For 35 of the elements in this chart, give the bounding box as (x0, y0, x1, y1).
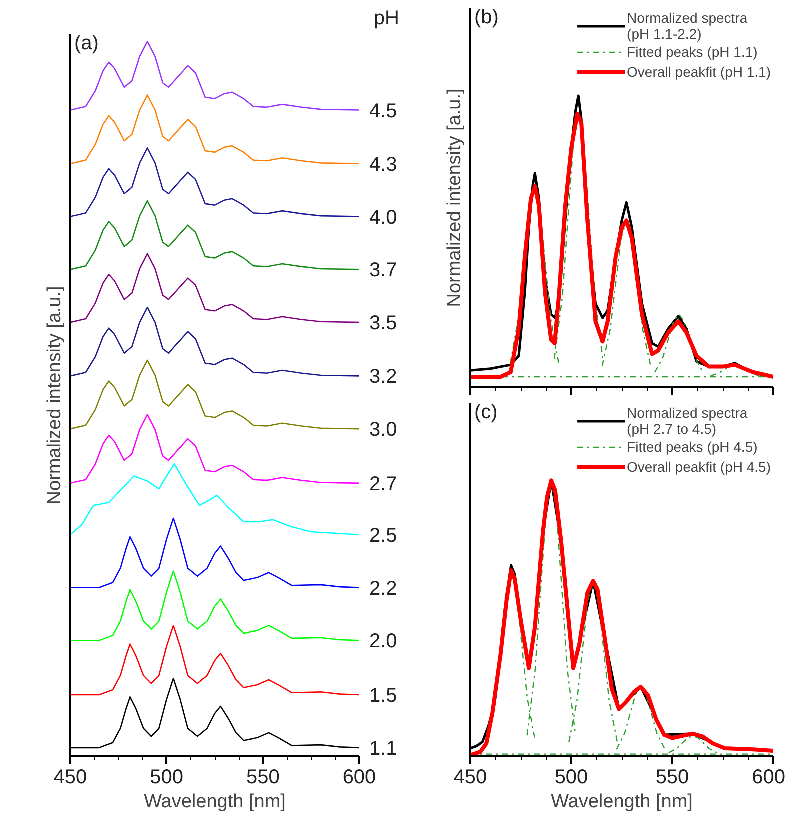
series-label: 1.1 (370, 738, 398, 760)
legend-label: Overall peakfit (pH 4.5) (627, 459, 771, 475)
legend-label: Normalized spectra (pH 2.7 to 4.5) (627, 405, 748, 437)
series-label: 2.0 (370, 630, 398, 653)
legend-label: Fitted peaks (pH 4.5) (627, 439, 758, 455)
series-label: 4.5 (370, 100, 398, 122)
chart-title: (c) (474, 402, 498, 424)
series-label: 3.0 (370, 419, 398, 442)
legend-label: Fitted peaks (pH 1.1) (627, 44, 758, 60)
chart-title: (b) (474, 6, 499, 28)
series-label: 3.5 (370, 312, 398, 335)
x-tick-label: 500 (554, 766, 588, 788)
x-tick-label: 450 (54, 766, 88, 788)
series-label: 4.3 (370, 154, 398, 176)
legend-label: Normalized spectra (pH 1.1-2.2) (627, 10, 748, 42)
y-axis-title: Normalized intensity [a.u.] (44, 286, 66, 505)
y-axis-title: Normalized intensity [a.u.] (444, 88, 466, 308)
x-tick-label: 600 (752, 766, 786, 788)
x-tick-label: 600 (342, 766, 376, 788)
series-label: 3.7 (370, 260, 398, 282)
x-tick-label: 450 (454, 766, 488, 788)
x-tick-label: 550 (656, 766, 690, 788)
x-axis-title: Wavelength [nm] (144, 792, 286, 812)
series-label: 3.2 (370, 366, 398, 388)
series-label: 4.0 (370, 206, 398, 229)
series-label: 1.5 (370, 685, 398, 708)
series-label: 2.7 (370, 473, 398, 496)
x-tick-label: 500 (150, 766, 184, 788)
series-label: 2.2 (370, 578, 398, 600)
series-label: 2.5 (370, 524, 398, 547)
chart-title: (a) (74, 32, 99, 54)
legend-label: Overall peakfit (pH 1.1) (627, 64, 771, 80)
x-axis-title: Wavelength [nm] (551, 792, 693, 812)
x-tick-label: 550 (246, 766, 280, 788)
text: pH (374, 8, 400, 30)
